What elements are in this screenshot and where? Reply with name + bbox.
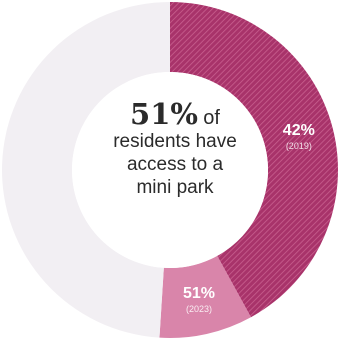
center-headline-tail: of (203, 107, 220, 129)
slice-label-0: 42% (283, 122, 315, 139)
center-line-3: mini park (136, 177, 214, 198)
slice-sublabel-0: (2019) (286, 141, 312, 151)
slice-label-1: 51% (183, 285, 215, 302)
center-caption: 51% of residents have access to a mini p… (95, 100, 255, 199)
center-headline: 51% (130, 97, 198, 131)
center-line-2: access to a (126, 154, 224, 175)
donut-slices (1, 2, 338, 338)
donut-slice-1 (159, 255, 251, 338)
center-hole (72, 72, 268, 268)
slice-labels: 42% (2019) 51% (2023) (183, 122, 315, 314)
donut-slice-2 (1, 2, 171, 338)
center-line-1: residents have (113, 131, 237, 152)
slice-sublabel-1: (2023) (186, 304, 212, 314)
donut-slice-0 (170, 2, 338, 318)
